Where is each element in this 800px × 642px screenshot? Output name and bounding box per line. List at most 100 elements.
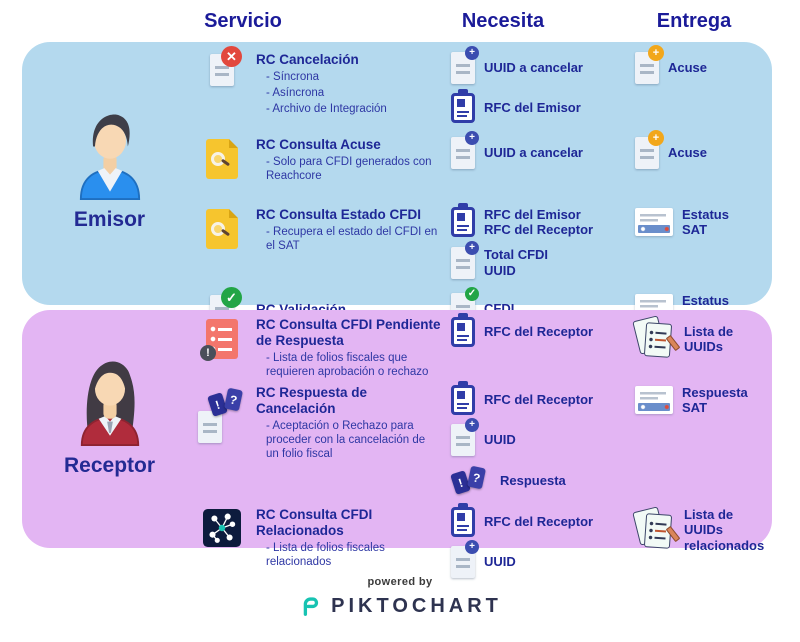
- document-new-icon: +: [635, 130, 664, 169]
- need-label: UUID: [484, 432, 516, 448]
- service-title: RC Consulta Estado CFDI: [256, 206, 422, 222]
- service-detail: - Asíncrona: [266, 86, 325, 99]
- document-new-icon: +: [635, 45, 664, 84]
- needs-cell: RFC del Receptor + UUID ! ? Respuesta: [450, 384, 631, 497]
- need-item: RFC del Emisor RFC del Receptor: [451, 207, 593, 238]
- plus-badge-icon: +: [465, 417, 479, 432]
- id-card-icon: [451, 317, 475, 347]
- id-card-icon: [451, 506, 475, 537]
- need-item: + UUID: [451, 417, 516, 456]
- deliver-label: Estatus SAT: [682, 206, 729, 238]
- piktochart-brand: PIKTOCHART: [331, 594, 502, 617]
- deliver-item: + Acuse: [635, 45, 708, 84]
- receptor-section: Receptor ! RC Consulta CFDI Pendiente de…: [22, 310, 772, 578]
- service-row-consulta-estado: RC Consulta Estado CFDI - Recupera el es…: [197, 207, 764, 279]
- piktochart-logo-icon: [303, 597, 319, 616]
- service-cell: RC Consulta Estado CFDI - Recupera el es…: [197, 207, 447, 279]
- need-item: + UUID a cancelar: [451, 46, 583, 84]
- emisor-actor: Emisor: [22, 42, 197, 305]
- document-add-icon: +: [451, 417, 479, 456]
- receptor-label: Receptor: [63, 454, 156, 477]
- status-card-icon: [635, 208, 673, 237]
- need-item: RFC del Receptor: [451, 384, 594, 415]
- need-item: + Total CFDI UUID: [451, 240, 549, 279]
- response-cancel-icon: ! ?: [198, 387, 246, 443]
- magnifier-icon: [211, 221, 225, 236]
- deliver-label: Lista de UUIDs: [684, 323, 734, 354]
- need-item: + UUID: [451, 539, 516, 578]
- check-badge-icon: ✓: [221, 286, 242, 308]
- deliver-item: Estatus SAT: [635, 207, 729, 238]
- need-label: RFC del Receptor: [484, 514, 594, 530]
- emisor-section: Emisor ✕ RC Cancelación - Síncrona - Así…: [22, 42, 772, 327]
- deliver-label: Lista de UUIDs relacionados: [684, 506, 765, 553]
- powered-by-label: powered by: [367, 576, 433, 588]
- deliver-label: Respuesta SAT: [682, 384, 748, 416]
- document-add-icon: +: [451, 539, 479, 578]
- deliver-label: Acuse: [668, 145, 708, 161]
- needs-cell: + UUID a cancelar RFC del Emisor: [451, 46, 631, 123]
- question-card-icon: ?: [223, 387, 244, 412]
- service-row-respuesta-cancelacion: ! ? RC Respuesta de Cancelación - Acepta…: [197, 384, 764, 497]
- deliver-item: Respuesta SAT: [635, 385, 748, 416]
- service-title: RC Consulta CFDI Relacionados: [256, 506, 373, 538]
- column-header-servicio: Servicio: [204, 10, 282, 32]
- document-add-icon: +: [451, 240, 479, 279]
- need-label: RFC del Receptor: [484, 392, 594, 408]
- service-title: RC Consulta CFDI Pendiente de Respuesta: [256, 317, 441, 348]
- service-cell: ✕ RC Cancelación - Síncrona - Asíncrona …: [197, 46, 447, 123]
- alert-badge-icon: !: [200, 345, 216, 361]
- receptor-avatar: [80, 361, 139, 447]
- emisor-avatar: [79, 114, 140, 200]
- need-label: Respuesta: [500, 473, 566, 489]
- footer: powered by PIKTOCHART: [0, 576, 800, 618]
- service-detail: - Aceptación o Rechazo para proceder con…: [266, 419, 426, 460]
- delivers-cell: + Acuse: [635, 130, 764, 183]
- service-detail: - Síncrona: [266, 70, 320, 83]
- cancel-badge-icon: ✕: [221, 46, 242, 67]
- needs-cell: RFC del Emisor RFC del Receptor + Total …: [451, 207, 631, 279]
- service-detail: - Archivo de Integración: [266, 102, 387, 115]
- service-row-cfdi-relacionados: RC Consulta CFDI Relacionados - Lista de…: [197, 506, 765, 578]
- service-detail: - Recupera el estado del CFDI en el SAT: [266, 225, 438, 252]
- magnifier-icon: [211, 152, 225, 166]
- needs-cell: + UUID a cancelar: [451, 131, 631, 183]
- service-cell: ! ? RC Respuesta de Cancelación - Acepta…: [197, 385, 447, 497]
- service-cell: ! RC Consulta CFDI Pendiente de Respuest…: [197, 317, 447, 379]
- needs-cell: RFC del Receptor: [451, 317, 631, 379]
- column-header-entrega: Entrega: [656, 10, 732, 32]
- sheet-front: [643, 512, 673, 549]
- need-item: ! ? Respuesta: [450, 465, 566, 497]
- service-cell: RC Consulta CFDI Relacionados - Lista de…: [197, 507, 447, 578]
- check-badge-icon: ✓: [465, 286, 479, 301]
- delivers-cell: Lista de UUIDs relacionados: [632, 506, 765, 578]
- service-row-cancelacion: ✕ RC Cancelación - Síncrona - Asíncrona …: [197, 45, 764, 123]
- response-cards-icon: ! ?: [207, 387, 248, 419]
- need-label: UUID: [484, 554, 516, 570]
- delivers-cell: Estatus SAT: [635, 207, 764, 279]
- service-title: RC Cancelación: [256, 52, 359, 67]
- need-item: + UUID a cancelar: [451, 131, 583, 169]
- document-add-icon: +: [451, 46, 479, 84]
- service-detail: - Solo para CFDI generados con Reachcore: [266, 155, 432, 182]
- need-item: RFC del Receptor: [451, 506, 594, 537]
- plus-badge-icon: +: [465, 240, 479, 255]
- need-label: Total CFDI UUID: [484, 247, 549, 278]
- need-label: RFC del Receptor: [484, 324, 594, 340]
- service-detail: - Lista de folios fiscales relacionados: [266, 541, 385, 568]
- deliver-item: Lista de UUIDs relacionados: [632, 506, 765, 553]
- service-title: RC Consulta Acuse: [256, 137, 381, 152]
- document-icon: [198, 410, 222, 443]
- need-item: RFC del Emisor: [451, 93, 581, 123]
- deliver-label: Acuse: [668, 60, 708, 76]
- receptor-actor: Receptor: [22, 310, 197, 548]
- document-search-icon: [206, 208, 238, 249]
- service-row-pendiente-respuesta: ! RC Consulta CFDI Pendiente de Respuest…: [197, 315, 764, 379]
- deliver-item: + Acuse: [635, 130, 708, 169]
- need-label: UUID a cancelar: [484, 60, 583, 76]
- need-label: UUID a cancelar: [484, 145, 583, 161]
- network-icon: [203, 508, 241, 547]
- column-header-necesita: Necesita: [461, 10, 545, 32]
- need-label: RFC del Emisor RFC del Receptor: [484, 206, 594, 238]
- deliver-item: Lista de UUIDs: [632, 315, 734, 361]
